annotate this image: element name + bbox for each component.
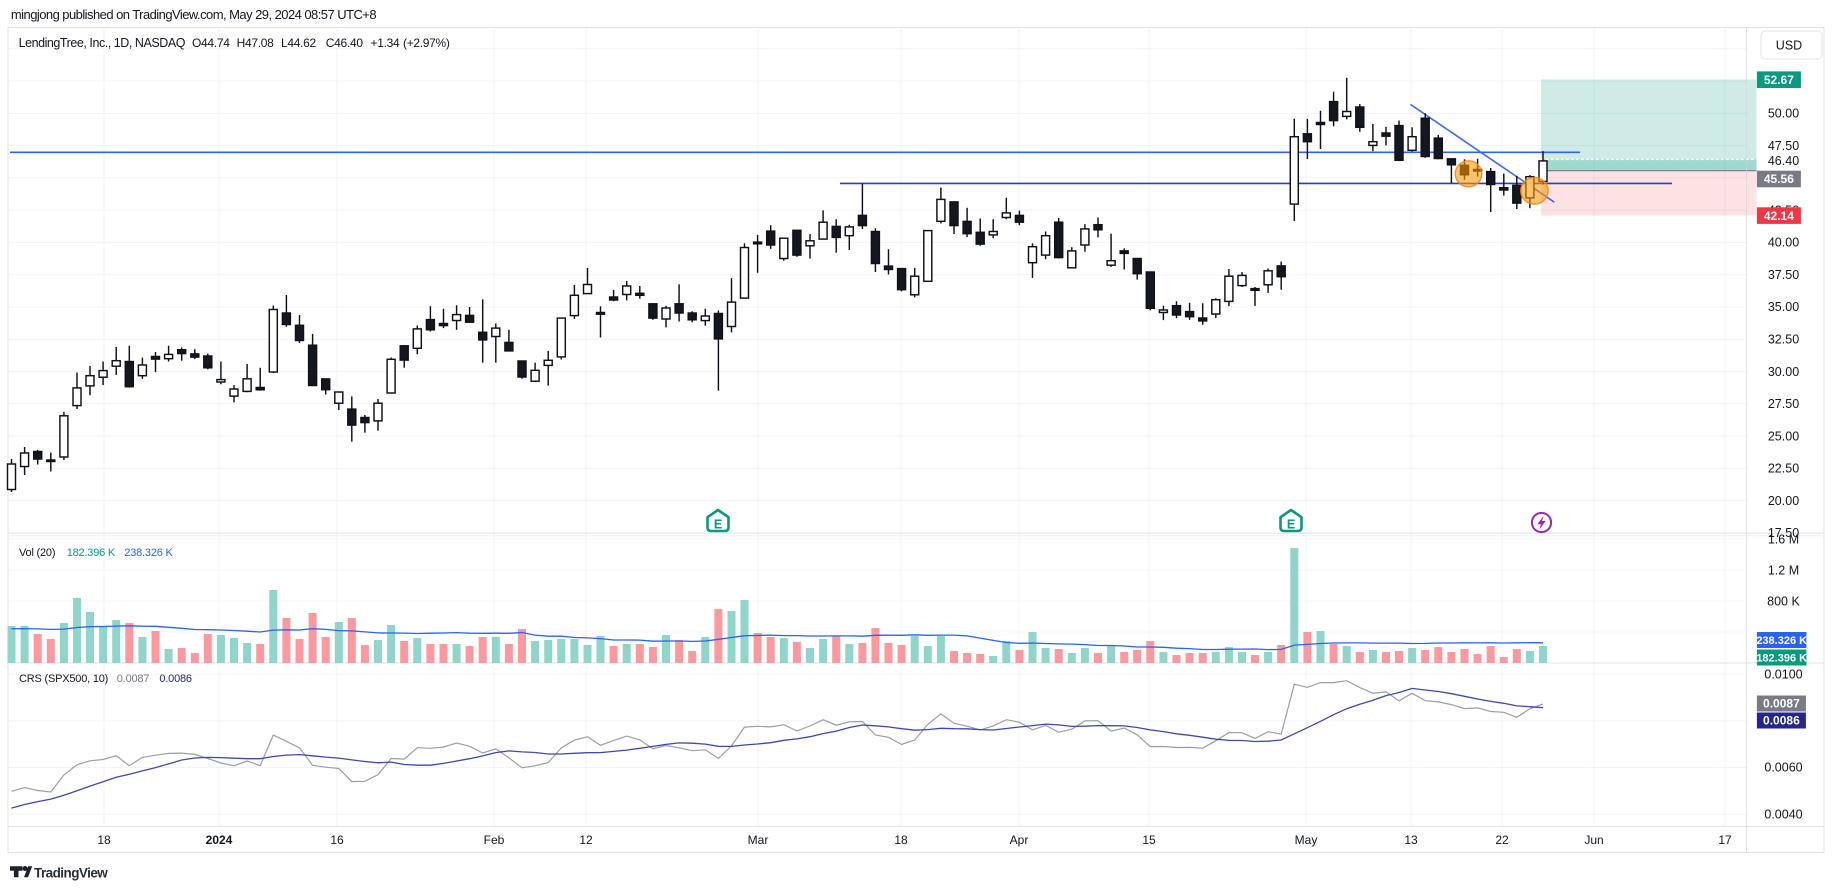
svg-text:0.0060: 0.0060	[1764, 760, 1802, 774]
svg-text:27.50: 27.50	[1768, 397, 1799, 411]
svg-text:USD: USD	[1776, 39, 1802, 53]
svg-text:22: 22	[1495, 833, 1509, 847]
svg-text:238.326 K: 238.326 K	[124, 547, 173, 559]
svg-text:TradingView: TradingView	[34, 865, 108, 880]
svg-text:12: 12	[579, 833, 593, 847]
svg-text:18: 18	[894, 833, 908, 847]
svg-text:L44.62: L44.62	[281, 36, 317, 50]
svg-text:O44.74: O44.74	[192, 36, 230, 50]
svg-text:Feb: Feb	[484, 833, 505, 847]
svg-text:H47.08: H47.08	[237, 36, 275, 50]
svg-text:0.0040: 0.0040	[1764, 807, 1802, 821]
svg-text:E: E	[1287, 518, 1295, 532]
svg-text:182.396 K: 182.396 K	[1756, 653, 1807, 665]
svg-text:CRS (SPX500, 10): CRS (SPX500, 10)	[19, 673, 108, 685]
svg-text:2024: 2024	[206, 833, 233, 847]
svg-text:0.0086: 0.0086	[159, 673, 192, 685]
svg-text:C46.40: C46.40	[326, 36, 364, 50]
svg-text:0.0100: 0.0100	[1764, 668, 1802, 682]
svg-text:182.396 K: 182.396 K	[67, 547, 116, 559]
svg-text:13: 13	[1404, 833, 1418, 847]
svg-text:37.50: 37.50	[1768, 268, 1799, 282]
svg-text:Vol (20): Vol (20)	[19, 547, 55, 559]
svg-text:E: E	[714, 518, 722, 532]
svg-text:17.50: 17.50	[1768, 526, 1799, 540]
svg-text:45.56: 45.56	[1764, 172, 1794, 186]
svg-text:LendingTree, Inc., 1D, NASDAQ: LendingTree, Inc., 1D, NASDAQ	[19, 36, 186, 50]
svg-text:42.14: 42.14	[1764, 209, 1794, 223]
svg-text:16: 16	[330, 833, 344, 847]
svg-text:20.00: 20.00	[1768, 494, 1799, 508]
svg-text:17: 17	[1718, 833, 1732, 847]
svg-text:+1.34: +1.34	[371, 36, 400, 50]
svg-text:1.6 M: 1.6 M	[1768, 532, 1799, 546]
svg-text:800 K: 800 K	[1767, 594, 1800, 608]
svg-text:47.50: 47.50	[1768, 139, 1799, 153]
svg-text:May: May	[1295, 833, 1318, 847]
svg-text:22.50: 22.50	[1768, 462, 1799, 476]
svg-text:Jun: Jun	[1584, 833, 1603, 847]
svg-text:52.67: 52.67	[1764, 73, 1794, 87]
svg-text:mingjong published on TradingV: mingjong published on TradingView.com, M…	[11, 7, 376, 22]
svg-text:30.00: 30.00	[1768, 365, 1799, 379]
svg-text:35.00: 35.00	[1768, 300, 1799, 314]
svg-text:Apr: Apr	[1010, 833, 1029, 847]
svg-text:(+2.97%): (+2.97%)	[403, 36, 450, 50]
svg-text:Mar: Mar	[748, 833, 769, 847]
svg-text:15: 15	[1142, 833, 1156, 847]
svg-text:0.0086: 0.0086	[1763, 714, 1800, 728]
svg-text:32.50: 32.50	[1768, 333, 1799, 347]
svg-text:18: 18	[97, 833, 111, 847]
svg-text:1.2 M: 1.2 M	[1768, 563, 1799, 577]
svg-text:40.00: 40.00	[1768, 236, 1799, 250]
svg-text:0.0087: 0.0087	[1763, 697, 1800, 711]
svg-text:238.326 K: 238.326 K	[1756, 635, 1807, 647]
svg-text:50.00: 50.00	[1768, 107, 1799, 121]
svg-text:46.40: 46.40	[1768, 154, 1799, 168]
svg-text:0.0087: 0.0087	[117, 673, 150, 685]
svg-text:25.00: 25.00	[1768, 429, 1799, 443]
